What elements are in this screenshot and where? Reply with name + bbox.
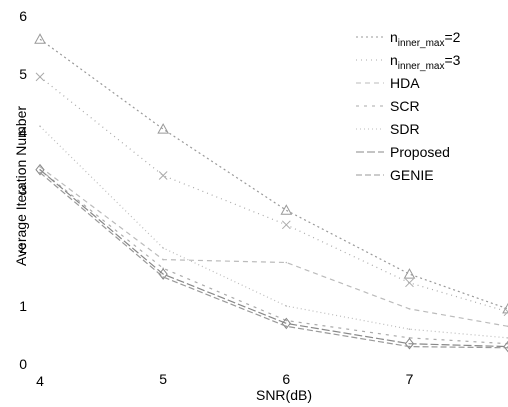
legend-item: SDR bbox=[356, 121, 420, 137]
data-point bbox=[405, 278, 414, 288]
y-tick-label: 6 bbox=[19, 8, 27, 24]
data-point bbox=[281, 220, 291, 230]
y-tick-label: 5 bbox=[19, 66, 27, 82]
data-point bbox=[162, 247, 164, 249]
series-line bbox=[39, 38, 508, 310]
legend-label-tail: =2 bbox=[445, 29, 461, 45]
data-point bbox=[285, 305, 288, 307]
legend-label-main: n bbox=[390, 52, 398, 68]
series-5 bbox=[35, 163, 508, 353]
data-point bbox=[157, 123, 170, 134]
plot-area bbox=[34, 33, 508, 353]
y-axis-label: Average Iteration Number bbox=[13, 106, 29, 266]
legend-label-main: n bbox=[390, 29, 398, 45]
data-point bbox=[158, 171, 168, 180]
series-line bbox=[39, 169, 508, 345]
data-point bbox=[408, 308, 411, 310]
data-point bbox=[502, 302, 508, 314]
data-point bbox=[35, 72, 45, 82]
series-line bbox=[39, 166, 508, 327]
legend-item: GENIE bbox=[356, 167, 434, 183]
x-ticks: 4 5 6 7 bbox=[36, 371, 413, 389]
data-point bbox=[408, 345, 411, 348]
series-0 bbox=[34, 33, 508, 314]
y-tick-label: 1 bbox=[19, 298, 27, 314]
y-tick-label: 2 bbox=[19, 240, 27, 256]
x-axis-label: SNR(dB) bbox=[256, 387, 312, 403]
series-line bbox=[39, 172, 508, 349]
data-point bbox=[39, 125, 41, 127]
data-point bbox=[285, 325, 288, 328]
y-tick-label: 4 bbox=[19, 124, 27, 140]
data-point bbox=[162, 258, 164, 261]
data-point bbox=[285, 261, 288, 264]
legend-label: Proposed bbox=[390, 144, 450, 160]
legend-item: Proposed bbox=[356, 144, 450, 160]
series-line bbox=[39, 76, 508, 313]
data-point bbox=[34, 33, 46, 44]
legend-label: HDA bbox=[390, 75, 420, 91]
legend-label: ninner_max=2 bbox=[390, 29, 461, 49]
data-point bbox=[280, 204, 293, 215]
data-point bbox=[408, 328, 411, 331]
data-point bbox=[281, 317, 291, 330]
legend-label: SDR bbox=[390, 121, 420, 137]
y-tick-label: 3 bbox=[19, 182, 27, 198]
data-point bbox=[39, 171, 41, 174]
series-6 bbox=[39, 171, 508, 349]
legend-label-tail: =3 bbox=[445, 52, 461, 68]
data-point bbox=[162, 276, 164, 278]
series-4 bbox=[39, 125, 508, 339]
data-point bbox=[285, 319, 288, 322]
legend-item: SCR bbox=[356, 98, 420, 114]
legend-label-sub: inner_max bbox=[398, 38, 445, 49]
y-tick-label: 0 bbox=[19, 356, 27, 372]
data-point bbox=[503, 340, 508, 353]
series-1 bbox=[35, 72, 508, 317]
legend: ninner_max=2ninner_max=3HDASCRSDRPropose… bbox=[356, 29, 461, 183]
x-tick-label: 6 bbox=[282, 371, 290, 387]
data-point bbox=[35, 163, 45, 176]
series-2 bbox=[39, 166, 508, 328]
legend-item: ninner_max=3 bbox=[356, 52, 461, 72]
legend-label: GENIE bbox=[390, 167, 434, 183]
legend-label-sub: inner_max bbox=[398, 61, 445, 72]
data-point bbox=[403, 268, 416, 279]
data-point bbox=[503, 307, 508, 317]
data-point bbox=[39, 166, 41, 168]
legend-label: SCR bbox=[390, 98, 420, 114]
legend-item: ninner_max=2 bbox=[356, 29, 461, 49]
x-tick-label: 7 bbox=[406, 371, 414, 387]
data-point bbox=[158, 268, 168, 280]
data-point bbox=[404, 337, 415, 350]
y-ticks: 0 1 2 3 4 5 6 bbox=[19, 8, 27, 372]
x-tick-label: 5 bbox=[159, 371, 167, 387]
x-tick-label: 4 bbox=[36, 373, 44, 389]
legend-label: ninner_max=3 bbox=[390, 52, 461, 72]
legend-item: HDA bbox=[356, 75, 420, 91]
series-line bbox=[39, 169, 508, 348]
